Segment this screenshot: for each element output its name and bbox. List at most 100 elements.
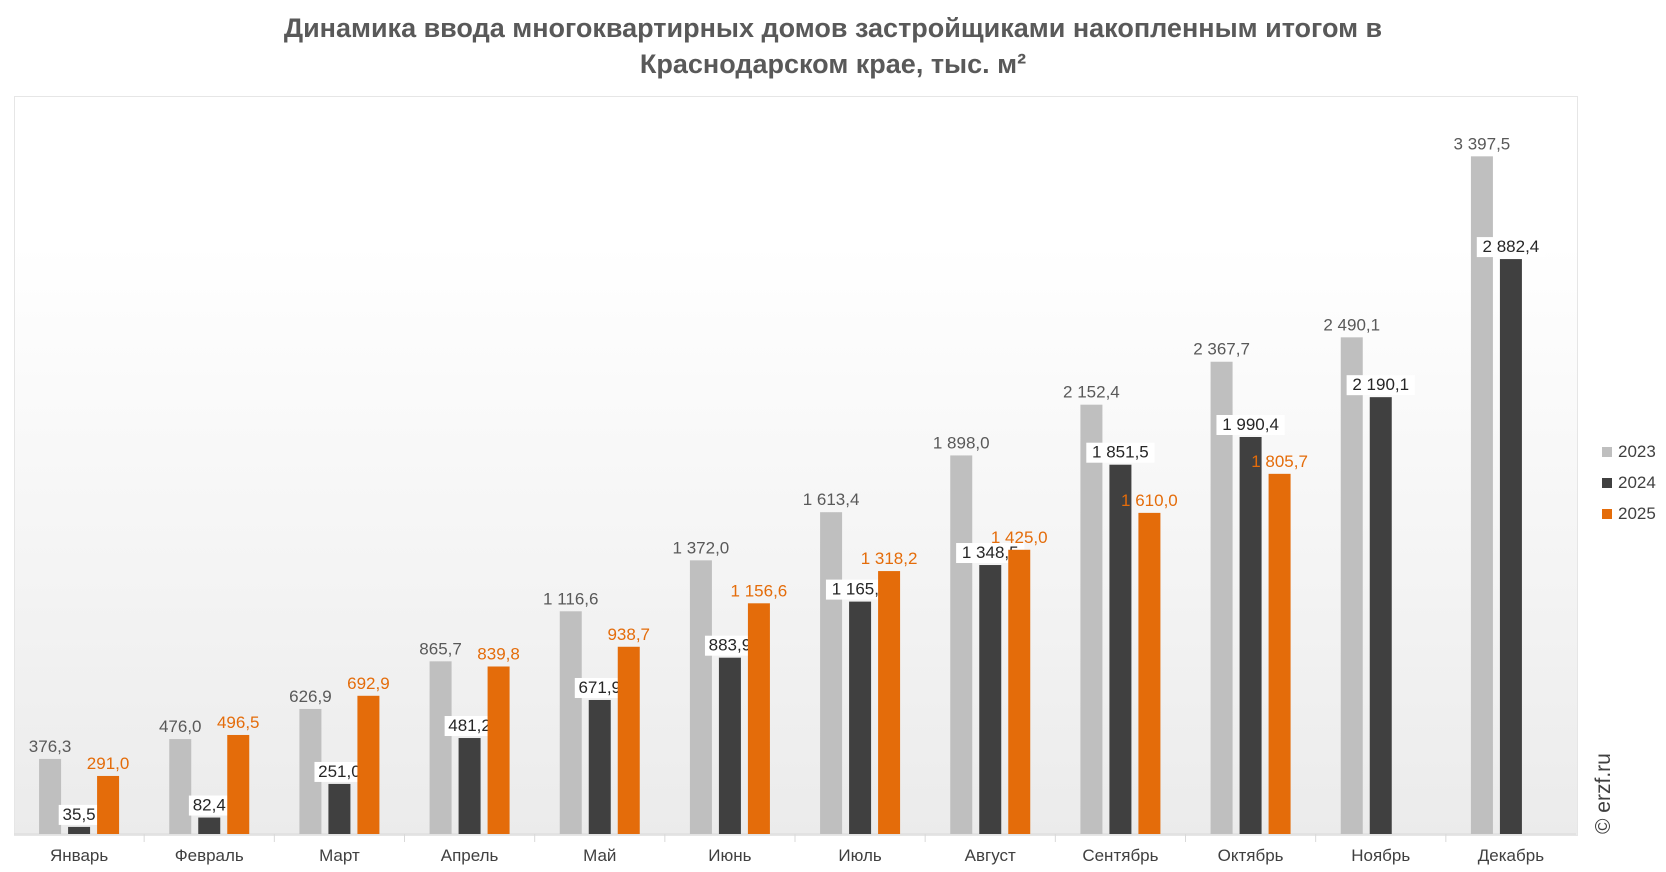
bar-2023 (1080, 404, 1103, 834)
legend-label-2023: 2023 (1618, 441, 1656, 461)
bar-2023 (1340, 337, 1363, 834)
legend-item-2023: 2023 (1602, 436, 1656, 467)
bar-2025 (878, 571, 901, 834)
x-tick-label: Декабрь (1478, 846, 1544, 865)
data-label-background (704, 635, 755, 656)
data-label-background (444, 716, 495, 737)
data-label-2025: 1 425,0 (991, 528, 1048, 547)
bar-2023 (559, 611, 582, 834)
bar-2023 (169, 739, 192, 834)
data-label-2023: 3 397,5 (1454, 134, 1511, 153)
x-tick-label: Июль (838, 846, 882, 865)
data-label-2023: 2 490,1 (1323, 315, 1380, 334)
x-tick-label: Март (319, 846, 360, 865)
x-tick-label: Октябрь (1218, 846, 1284, 865)
chart-title-line-1: Динамика ввода многоквартирных домов зас… (283, 13, 1383, 43)
x-tick-label: Апрель (441, 846, 499, 865)
bar-2023 (39, 758, 62, 834)
data-label-2024: 1 851,5 (1092, 443, 1149, 462)
data-label-2025: 839,8 (477, 644, 520, 663)
bar-2023 (950, 455, 973, 834)
data-label-2023: 476,0 (159, 717, 202, 736)
data-label-2023: 2 367,7 (1193, 340, 1250, 359)
bar-2024 (588, 699, 611, 834)
data-label-2024: 1 348,5 (962, 543, 1019, 562)
data-label-2025: 291,0 (87, 754, 130, 773)
chart-title: Динамика ввода многоквартирных домов зас… (0, 10, 1666, 82)
bar-2023 (820, 512, 843, 834)
data-label-2025: 1 805,7 (1251, 452, 1308, 471)
data-label-2023: 1 613,4 (803, 490, 860, 509)
bar-2024 (979, 565, 1002, 834)
data-label-2024: 481,2 (448, 716, 491, 735)
legend-label-2025: 2025 (1618, 503, 1656, 523)
data-label-background (956, 543, 1025, 564)
watermark: © erzf.ru (1592, 753, 1615, 834)
data-label-2025: 692,9 (347, 674, 390, 693)
bar-2023 (689, 560, 712, 834)
legend-swatch-2024 (1602, 477, 1612, 488)
data-label-2024: 1 990,4 (1222, 415, 1279, 434)
legend-item-2024: 2024 (1602, 467, 1656, 498)
x-tick-label: Август (965, 846, 1016, 865)
data-label-background (1346, 375, 1415, 396)
bar-2024 (458, 738, 481, 834)
data-label-2023: 2 152,4 (1063, 383, 1120, 402)
bar-2025 (617, 646, 640, 834)
data-label-2024: 251,0 (318, 762, 361, 781)
data-label-2024: 1 165,1 (832, 580, 889, 599)
data-label-2025: 1 610,0 (1121, 491, 1178, 510)
data-label-background (825, 579, 895, 600)
data-label-2023: 1 372,0 (673, 538, 730, 557)
data-label-2023: 865,7 (419, 639, 462, 658)
legend-label-2024: 2024 (1618, 472, 1656, 492)
bar-2024 (68, 826, 91, 834)
data-label-2023: 1 898,0 (933, 433, 990, 452)
legend: 2023 2024 2025 (1602, 436, 1656, 529)
bar-2025 (1008, 549, 1031, 834)
data-label-background (1216, 414, 1285, 435)
bar-2025 (227, 734, 250, 834)
x-tick-label: Ноябрь (1351, 846, 1410, 865)
bar-2025 (1268, 473, 1291, 834)
data-label-background (574, 677, 625, 698)
data-label-background (314, 761, 365, 782)
bar-2025 (97, 775, 120, 834)
bar-2024 (328, 783, 351, 834)
bar-2025 (1138, 512, 1161, 834)
legend-swatch-2023 (1602, 446, 1612, 457)
x-tick-label: Май (583, 846, 616, 865)
legend-item-2025: 2025 (1602, 498, 1656, 529)
data-label-2023: 626,9 (289, 687, 332, 706)
data-label-2023: 1 116,6 (543, 589, 598, 608)
legend-swatch-2025 (1602, 508, 1612, 519)
data-label-2024: 35,5 (63, 805, 96, 824)
bar-2024 (1499, 259, 1522, 834)
bar-2025 (357, 695, 380, 834)
plot-area (14, 96, 1578, 836)
bar-2023 (1210, 361, 1233, 834)
bar-2025 (747, 603, 770, 834)
bar-2025 (487, 666, 510, 834)
data-label-2024: 671,9 (578, 678, 621, 697)
data-label-background (1476, 237, 1546, 258)
bar-2024 (1239, 436, 1262, 834)
bar-2024 (1109, 464, 1132, 834)
bar-2024 (1369, 397, 1392, 834)
data-label-2024: 2 190,1 (1352, 375, 1409, 394)
data-label-2023: 376,3 (29, 737, 72, 756)
data-label-2025: 1 156,6 (731, 581, 788, 600)
x-tick-label: Июнь (708, 846, 751, 865)
data-label-background (58, 804, 100, 825)
bar-2023 (299, 708, 322, 834)
data-label-2024: 883,9 (709, 636, 752, 655)
x-tick-label: Сентябрь (1082, 846, 1158, 865)
data-label-2024: 82,4 (193, 796, 226, 815)
x-tick-label: Февраль (175, 846, 244, 865)
bar-2024 (849, 601, 872, 834)
data-label-2024: 2 882,4 (1483, 237, 1540, 256)
data-label-background (1086, 442, 1155, 463)
bar-2023 (1470, 156, 1493, 834)
chart-title-line-2: Краснодарском крае, тыс. м² (639, 49, 1027, 79)
